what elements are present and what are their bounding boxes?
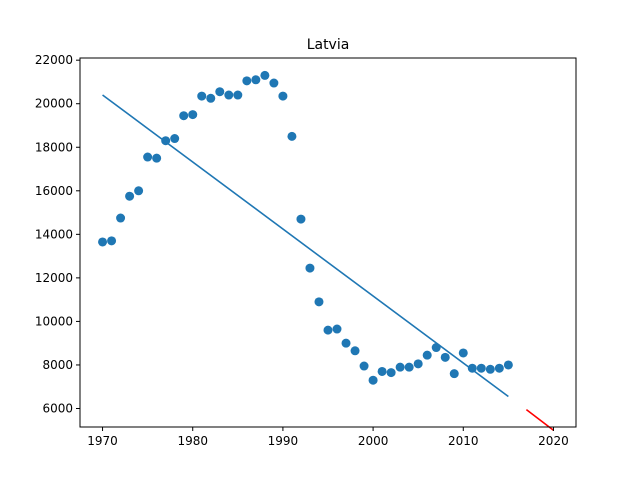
y-tick-label: 20000 [35, 97, 73, 111]
data-point [98, 237, 108, 247]
data-point [341, 338, 351, 348]
y-tick-label: 14000 [35, 227, 73, 241]
data-point [467, 363, 477, 373]
y-tick-label: 10000 [35, 314, 73, 328]
data-point [242, 76, 252, 86]
x-tick-label: 2010 [448, 434, 479, 448]
y-tick-label: 8000 [42, 358, 73, 372]
data-point [494, 363, 504, 373]
y-tick-label: 6000 [42, 401, 73, 415]
data-point [404, 362, 414, 372]
x-tick-label: 2000 [358, 434, 389, 448]
data-point [224, 90, 234, 100]
y-tick-label: 16000 [35, 184, 73, 198]
data-point [269, 78, 279, 88]
data-point [134, 186, 144, 196]
data-point [485, 364, 495, 374]
data-point [215, 87, 225, 97]
x-tick-label: 1970 [87, 434, 118, 448]
data-point [503, 360, 513, 370]
data-point [233, 90, 243, 100]
data-point [188, 110, 198, 120]
data-point [359, 361, 369, 371]
data-point [278, 91, 288, 101]
data-point [179, 111, 189, 121]
data-point [287, 131, 297, 141]
data-point [350, 346, 360, 356]
y-tick-label: 12000 [35, 271, 73, 285]
y-tick-label: 18000 [35, 140, 73, 154]
y-axis: 6000 8000 10000 12000 14000 16000 18000 20000 22… [35, 53, 80, 415]
data-point [107, 236, 117, 246]
data-point [368, 375, 378, 385]
data-point [449, 369, 459, 379]
data-point [152, 153, 162, 163]
data-point [206, 93, 216, 103]
y-tick-label: 22000 [35, 53, 73, 67]
data-point [170, 134, 180, 144]
data-point [251, 75, 261, 85]
data-point [422, 350, 432, 360]
data-point [305, 263, 315, 273]
data-point [296, 214, 306, 224]
data-point [323, 325, 333, 335]
data-point [440, 352, 450, 362]
plot-frame [79, 57, 577, 428]
data-point [314, 297, 324, 307]
data-point [143, 152, 153, 162]
data-point [431, 343, 441, 353]
data-point [125, 191, 135, 201]
x-tick-label: 1990 [268, 434, 299, 448]
trend-line [102, 94, 509, 398]
data-point [476, 363, 486, 373]
data-point [161, 136, 171, 146]
data-point [386, 368, 396, 378]
data-point [332, 324, 342, 334]
data-point [260, 70, 270, 80]
data-point [197, 91, 207, 101]
x-tick-label: 2020 [538, 434, 569, 448]
data-point [395, 362, 405, 372]
chart-title: Latvia [307, 37, 350, 53]
x-axis: 1970 1980 1990 2000 2010 2020 [87, 427, 569, 448]
data-point [413, 359, 423, 369]
data-point [458, 348, 468, 358]
data-point [377, 366, 387, 376]
data-point [116, 213, 126, 223]
x-tick-label: 1980 [177, 434, 208, 448]
